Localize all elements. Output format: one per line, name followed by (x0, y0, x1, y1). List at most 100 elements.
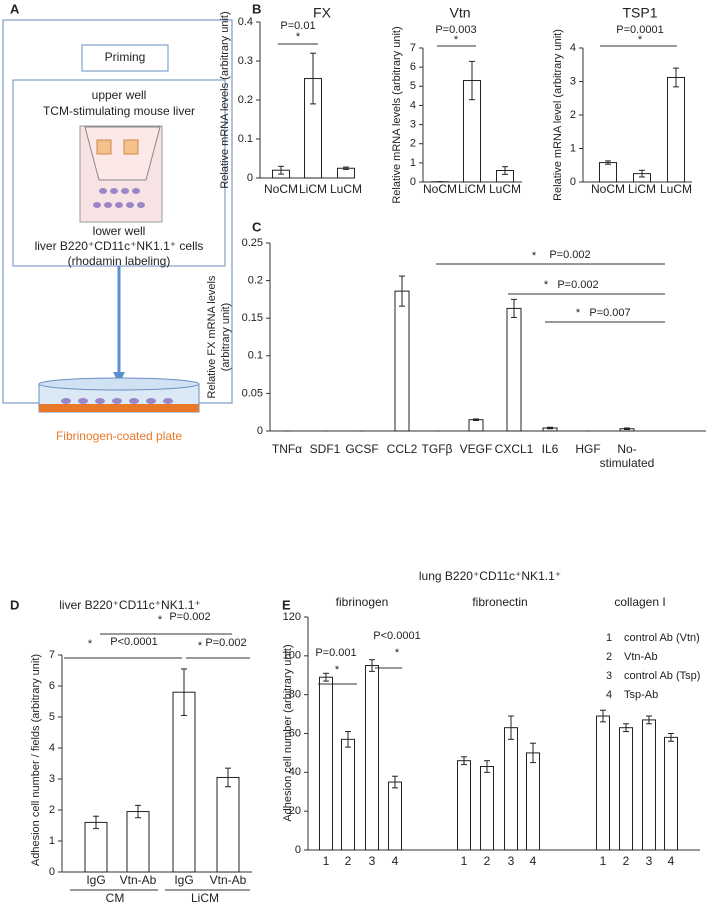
significance-star: * (576, 307, 581, 319)
x-tick-label: 4 (530, 854, 537, 868)
x-tick-label: LiCM (299, 182, 327, 196)
x-tick-label: 4 (668, 854, 675, 868)
y-axis-label: Adhesion cell number (arbitrary unit) (282, 644, 294, 821)
p-value: P=0.007 (589, 307, 630, 319)
y-axis-label: (arbitrary unit) (220, 303, 232, 371)
group-label: collagen I (614, 595, 665, 609)
dish-rim (38, 377, 200, 391)
x-tick-label: LiCM (458, 182, 486, 196)
panel-label: D (10, 597, 19, 612)
error-bar (484, 760, 490, 773)
legend-label: control Ab (Tsp) (624, 670, 700, 682)
significance-star: * (198, 640, 203, 652)
y-tick-label: 60 (289, 727, 301, 739)
x-tick-label: IgG (86, 873, 105, 887)
y-tick-label: 4 (410, 99, 416, 111)
x-tick-label: CCL2 (387, 442, 418, 456)
error-bar (547, 426, 553, 430)
p-value: P=0.001 (315, 647, 356, 659)
y-tick-label: 0 (570, 176, 576, 188)
bar (619, 727, 633, 851)
y-tick-label: 0.4 (238, 16, 253, 28)
error-bar (225, 767, 231, 788)
y-tick-label: 3 (570, 75, 576, 87)
x-tick-label: 2 (484, 854, 491, 868)
bar (341, 738, 355, 851)
y-axis-label: Adhesion cell number / fields (arbitrary… (30, 654, 42, 866)
x-tick-label: No-stimulated (600, 442, 655, 470)
p-value: P=0.0001 (616, 24, 663, 36)
x-tick-label: 4 (392, 854, 399, 868)
y-tick-label: 40 (289, 766, 301, 778)
error-bar (624, 427, 630, 430)
panel-a: A Priming upper well TCM-stimulating mou… (2, 1, 233, 443)
error-bar (605, 160, 611, 165)
significance-star: * (638, 34, 643, 46)
y-tick-label: 1 (570, 142, 576, 154)
y-tick-label: 6 (49, 680, 55, 692)
error-bar (668, 733, 674, 742)
x-tick-label: TNFα (272, 442, 302, 456)
plate-label: Fibrinogen-coated plate (56, 429, 182, 443)
error-bar (600, 709, 606, 723)
bar (504, 727, 518, 851)
upper-well-content: TCM-stimulating mouse liver (43, 104, 195, 118)
chart: TSP1 Relative mRNA level (arbitrary unit)… (552, 5, 692, 201)
y-tick-label: 0.1 (238, 133, 253, 145)
x-tick-label: 3 (369, 854, 376, 868)
group-label: fibrinogen (336, 595, 389, 609)
x-tick-label: LiCM (628, 182, 656, 196)
bar (506, 307, 522, 432)
error-bar (278, 165, 284, 175)
x-tick-label: IL6 (542, 442, 559, 456)
y-tick-label: 2 (570, 109, 576, 121)
panel-label: A (10, 1, 20, 16)
error-bar (511, 298, 517, 318)
y-tick-label: 0.15 (242, 312, 263, 324)
x-tick-label: 3 (646, 854, 653, 868)
p-value: P=0.002 (549, 249, 590, 261)
chart-title: FX (313, 5, 332, 21)
error-bar (473, 418, 479, 421)
tissue (123, 139, 139, 155)
x-tick-label: 1 (600, 854, 607, 868)
y-tick-label: 3 (410, 118, 416, 130)
chart: Vtn Relative mRNA levels (arbitrary unit)… (391, 5, 522, 204)
legend-key: 2 (606, 651, 612, 663)
error-bar (323, 672, 329, 682)
legend-key: 3 (606, 670, 612, 682)
x-tick-label: HGF (575, 442, 600, 456)
y-axis-label: Relative mRNA level (arbitrary unit) (552, 29, 564, 201)
y-tick-label: 0 (247, 172, 253, 184)
cells-label: liver B220⁺CD11c⁺NK1.1⁺ cells (35, 239, 204, 253)
p-value: P=0.002 (205, 637, 246, 649)
x-tick-label: 2 (345, 854, 352, 868)
error-bar (343, 166, 349, 170)
panel-label: C (252, 219, 262, 234)
x-tick-label: VEGF (460, 442, 493, 456)
bar (388, 781, 402, 851)
y-tick-label: 0.2 (238, 94, 253, 106)
coating (39, 404, 199, 412)
error-bar (673, 67, 679, 88)
y-tick-label: 0 (49, 866, 55, 878)
legend-key: 1 (606, 632, 612, 644)
y-tick-label: 6 (410, 61, 416, 73)
error-bar (181, 668, 187, 716)
bar (172, 691, 196, 873)
significance-star: * (296, 31, 301, 43)
y-tick-label: 2 (410, 138, 416, 150)
chart: C Relative FX mRNA levels (arbitrary unit)… (206, 219, 706, 470)
error-bar (345, 731, 351, 748)
y-tick-label: 0 (295, 844, 301, 856)
x-tick-label: CXCL1 (495, 442, 534, 456)
x-tick-label: 3 (508, 854, 515, 868)
y-tick-label: 2 (49, 804, 55, 816)
p-value: P<0.0001 (110, 636, 157, 648)
bar (667, 76, 685, 183)
x-tick-label: LuCM (489, 182, 521, 196)
p-value: P=0.01 (280, 20, 315, 32)
